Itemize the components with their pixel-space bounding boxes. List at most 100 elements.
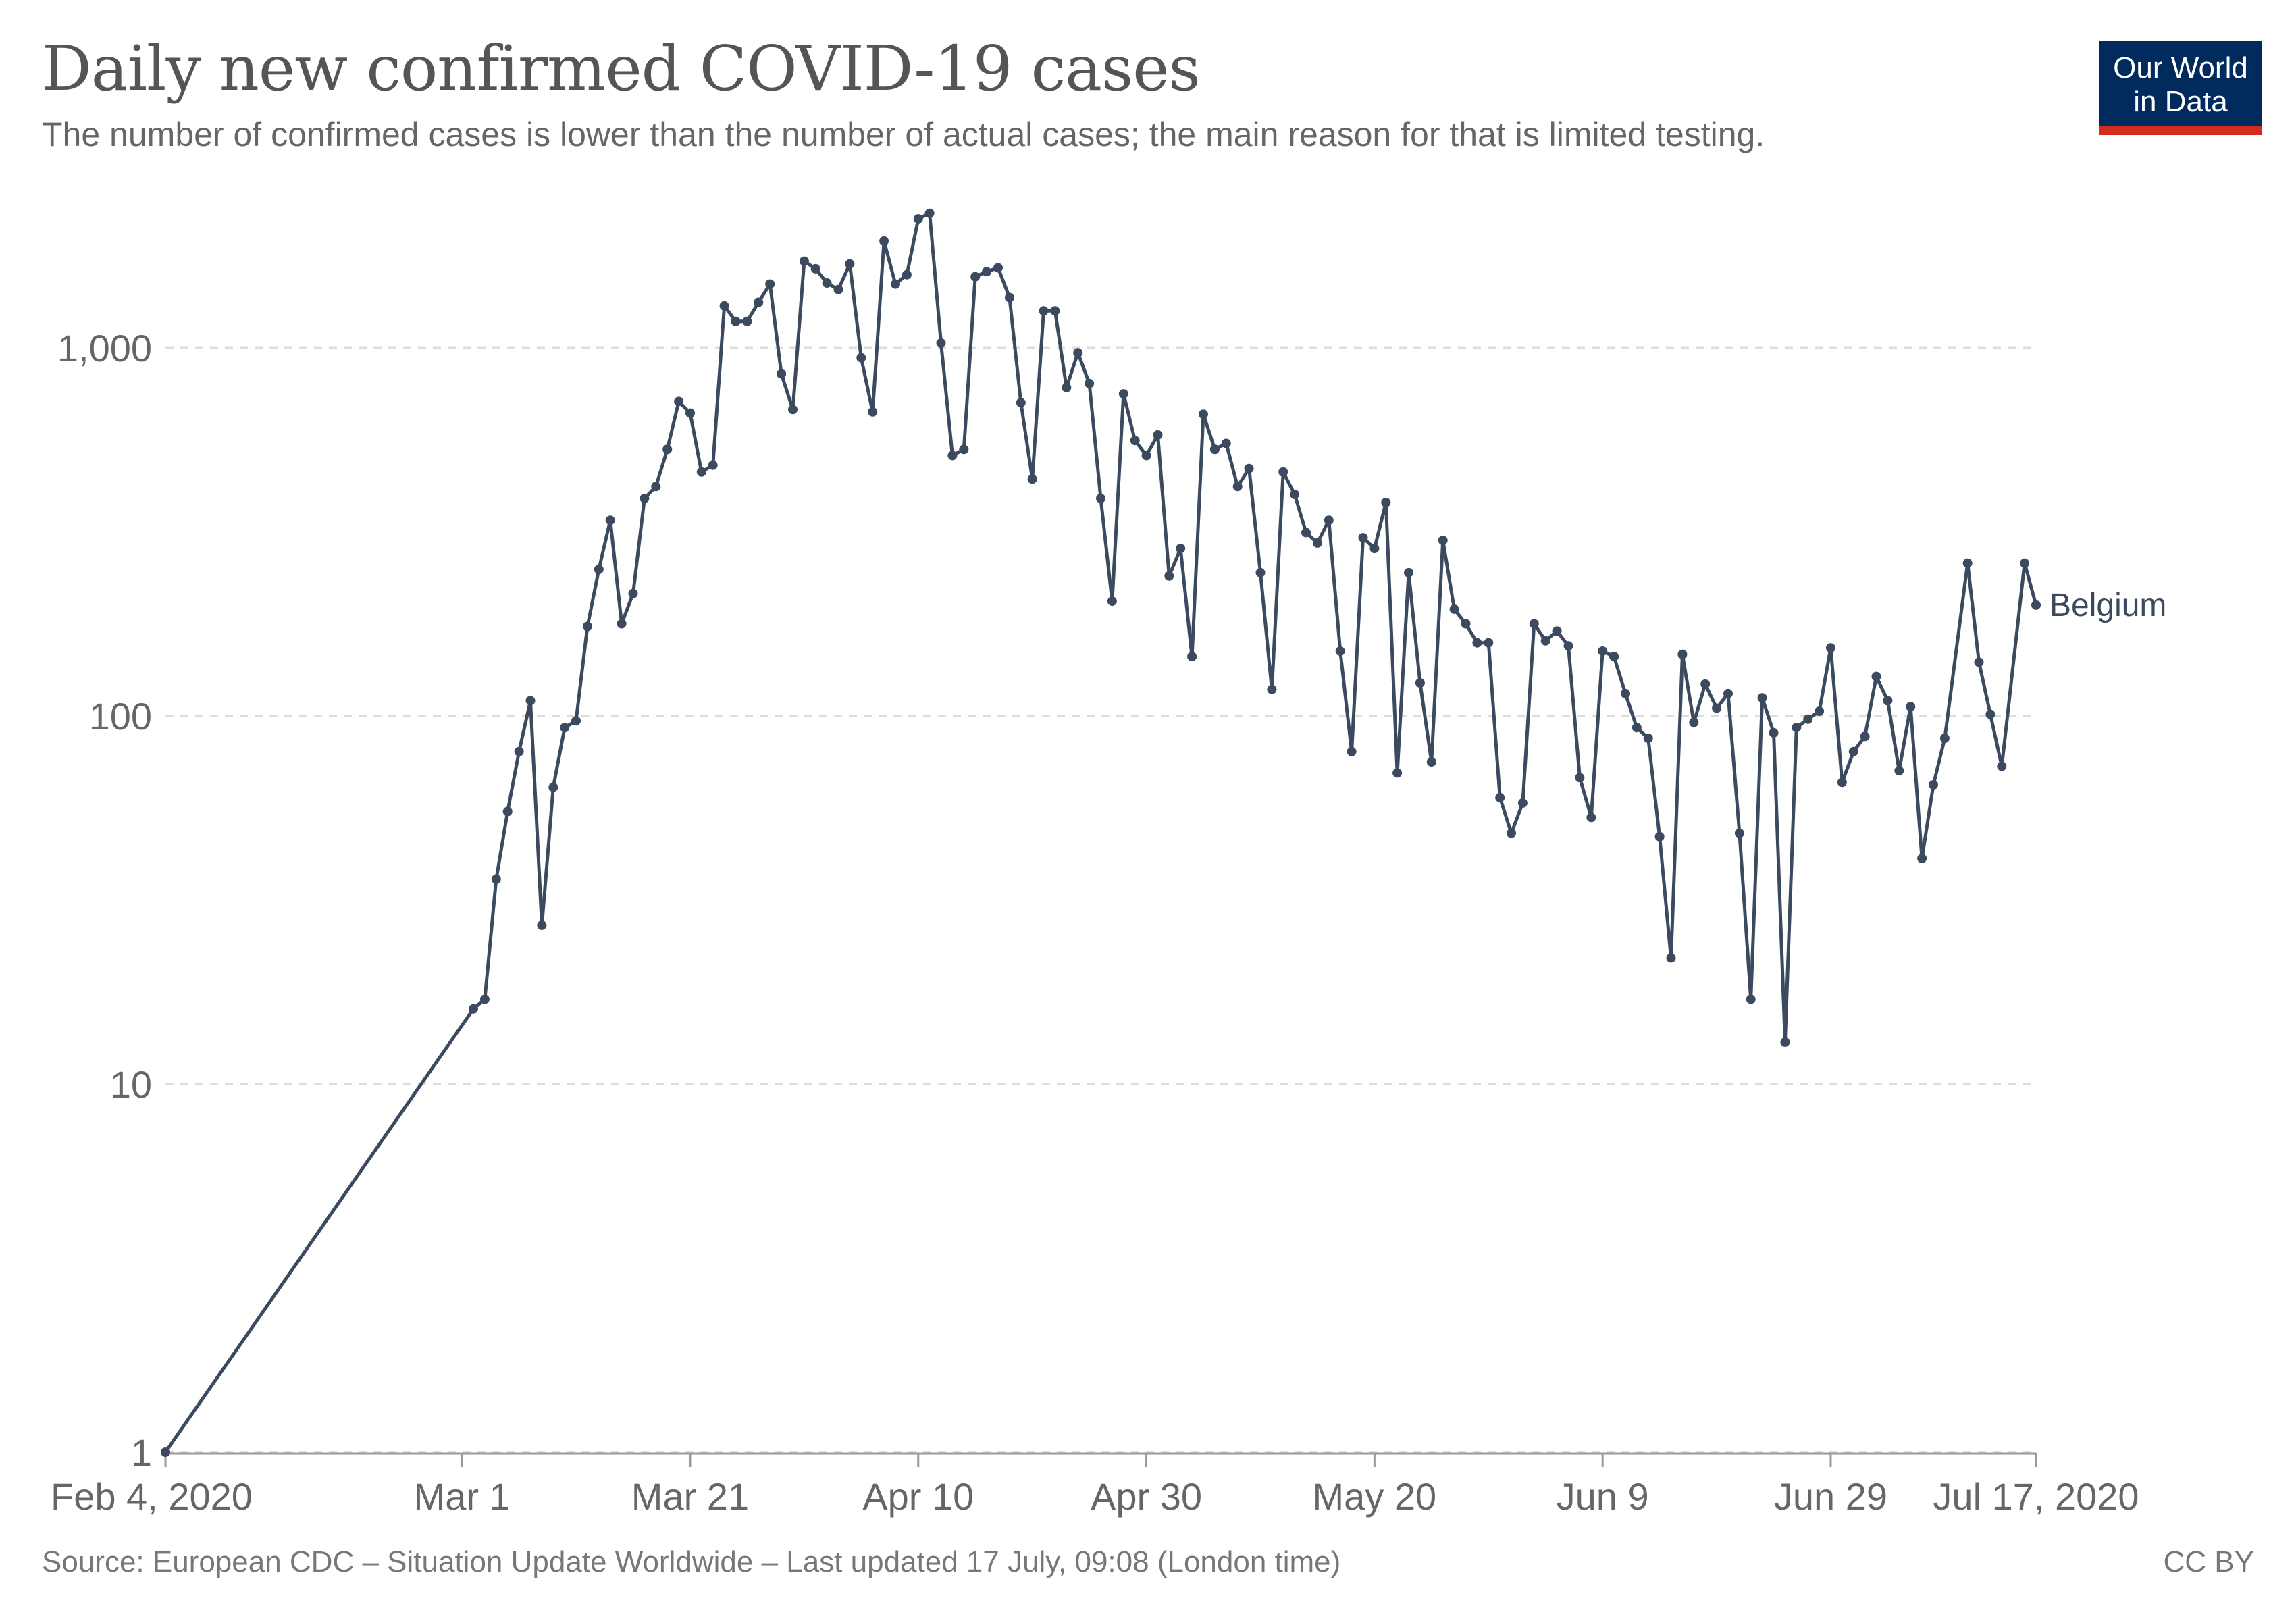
data-point xyxy=(913,214,923,224)
data-point xyxy=(1507,828,1516,838)
data-point xyxy=(1369,544,1380,554)
data-point xyxy=(1255,567,1266,577)
x-tick-label: May 20 xyxy=(1313,1475,1437,1518)
data-point xyxy=(1815,706,1825,716)
data-point xyxy=(1609,652,1619,662)
data-point xyxy=(1780,1037,1790,1047)
data-point xyxy=(708,460,718,470)
data-point xyxy=(765,279,775,289)
data-point xyxy=(1974,657,1984,667)
data-point xyxy=(479,994,490,1004)
series-belgium: Belgium xyxy=(161,208,2166,1457)
data-point xyxy=(1039,306,1049,316)
data-point xyxy=(1358,533,1368,543)
data-point xyxy=(560,723,570,733)
data-point xyxy=(1438,536,1448,545)
series-label: Belgium xyxy=(2050,588,2166,623)
data-point xyxy=(2020,558,2030,568)
data-point xyxy=(1187,652,1197,662)
data-point xyxy=(1792,723,1802,733)
license-link[interactable]: CC BY xyxy=(2163,1545,2254,1578)
logo-accent-bar xyxy=(2099,126,2262,135)
data-point xyxy=(1301,528,1311,538)
data-point xyxy=(1860,731,1870,742)
data-point xyxy=(696,467,706,477)
data-point xyxy=(1552,626,1562,636)
data-point xyxy=(1073,348,1083,358)
x-tick-label: Jul 17, 2020 xyxy=(1933,1475,2139,1518)
data-point xyxy=(1118,389,1128,399)
y-tick-label: 10 xyxy=(110,1063,152,1106)
data-point xyxy=(2031,600,2041,610)
data-point xyxy=(1267,684,1277,694)
data-point xyxy=(525,696,536,706)
data-point xyxy=(1472,638,1482,648)
data-point xyxy=(1324,515,1334,525)
data-point xyxy=(1894,766,1904,776)
data-point xyxy=(1848,746,1858,756)
data-point xyxy=(788,405,798,415)
data-point xyxy=(640,493,650,503)
data-point xyxy=(1164,571,1174,581)
data-point xyxy=(1906,702,1916,712)
data-point xyxy=(1141,451,1151,461)
data-point xyxy=(1837,777,1847,788)
x-tick-label: Apr 10 xyxy=(862,1475,974,1518)
data-point xyxy=(537,920,547,930)
data-point xyxy=(1871,671,1881,681)
data-point xyxy=(1153,430,1163,440)
chart-title: Daily new confirmed COVID-19 cases xyxy=(42,32,1201,105)
chart-subtitle: The number of confirmed cases is lower t… xyxy=(42,115,1765,153)
data-point xyxy=(1734,828,1744,838)
data-point xyxy=(810,263,820,274)
data-point xyxy=(754,297,764,307)
data-point xyxy=(628,588,638,598)
logo-line-1: Our World xyxy=(2113,51,2248,84)
data-point xyxy=(1484,638,1494,648)
data-point xyxy=(571,716,581,726)
data-point xyxy=(1426,757,1436,767)
data-point xyxy=(1540,636,1550,646)
data-point xyxy=(1723,688,1733,698)
source-note[interactable]: Source: European CDC – Situation Update … xyxy=(42,1545,1341,1578)
data-point xyxy=(879,236,889,246)
data-point xyxy=(1016,398,1026,408)
data-point xyxy=(947,451,958,461)
y-tick-label: 100 xyxy=(89,695,152,738)
data-point xyxy=(902,269,912,280)
data-point xyxy=(1598,646,1608,656)
data-point xyxy=(1199,409,1208,419)
data-point xyxy=(856,353,866,363)
series-line xyxy=(163,211,2038,1453)
data-point xyxy=(1689,717,1699,727)
data-point xyxy=(1335,646,1345,656)
data-point xyxy=(1517,798,1528,808)
data-point xyxy=(685,408,695,418)
data-point xyxy=(777,369,787,379)
data-point xyxy=(970,272,981,282)
data-point xyxy=(868,407,878,417)
data-point xyxy=(491,874,501,884)
data-point xyxy=(845,259,855,269)
data-point xyxy=(1621,688,1630,698)
data-point xyxy=(651,482,661,492)
data-point xyxy=(617,619,627,629)
data-point xyxy=(1221,438,1231,448)
data-point xyxy=(1677,649,1688,659)
data-point xyxy=(1290,489,1300,499)
data-point xyxy=(605,515,615,525)
data-point xyxy=(1312,538,1322,548)
x-tick-label: Jun 9 xyxy=(1557,1475,1649,1518)
data-point xyxy=(594,565,604,575)
data-point xyxy=(959,444,969,455)
data-point xyxy=(1803,714,1813,724)
data-point xyxy=(799,256,809,266)
data-point xyxy=(514,746,524,756)
owid-logo[interactable]: Our World in Data xyxy=(2099,41,2262,135)
data-point xyxy=(1529,619,1539,629)
data-point xyxy=(1962,558,1973,568)
data-point xyxy=(1917,854,1927,863)
data-point xyxy=(1883,696,1893,706)
y-tick-label: 1 xyxy=(131,1431,152,1474)
